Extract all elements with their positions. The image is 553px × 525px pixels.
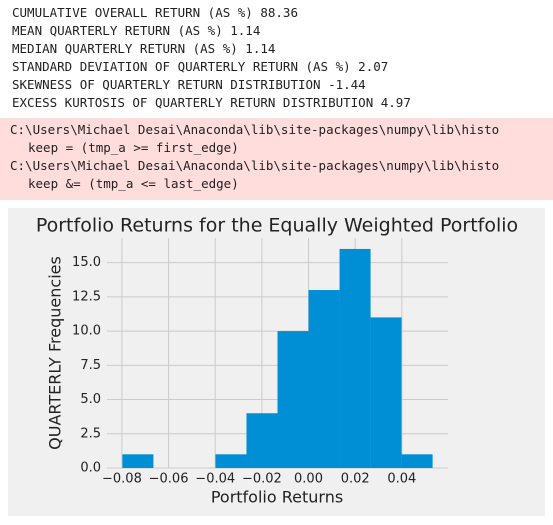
y-tick-label: 10.0 bbox=[72, 324, 101, 339]
output-text: CUMULATIVE OVERALL RETURN (AS %) 88.36 ME… bbox=[12, 4, 411, 112]
warning-line: keep &= (tmp_a <= last_edge) bbox=[28, 176, 239, 191]
bar bbox=[277, 331, 309, 468]
x-tick-label: 0.00 bbox=[294, 472, 323, 487]
x-tick-label: −0.06 bbox=[149, 472, 189, 487]
y-axis-label: QUARTERLY Frequencies bbox=[46, 256, 65, 450]
bar bbox=[370, 317, 402, 468]
output-line: MEAN QUARTERLY RETURN (AS %) 1.14 bbox=[12, 23, 261, 38]
warning-box: C:\Users\Michael Desai\Anaconda\lib\site… bbox=[0, 118, 553, 200]
output-line: CUMULATIVE OVERALL RETURN (AS %) 88.36 bbox=[12, 5, 298, 20]
y-tick-label: 15.0 bbox=[72, 255, 101, 270]
output-line: EXCESS KURTOSIS OF QUARTERLY RETURN DIST… bbox=[12, 95, 411, 110]
warning-line: keep = (tmp_a >= first_edge) bbox=[28, 140, 239, 155]
x-axis-label: Portfolio Returns bbox=[211, 488, 343, 507]
y-tick-label: 2.5 bbox=[80, 426, 101, 441]
bar bbox=[215, 454, 247, 468]
y-tick-label: 12.5 bbox=[72, 289, 101, 304]
output-line: STANDARD DEVIATION OF QUARTERLY RETURN (… bbox=[12, 59, 389, 74]
bar bbox=[401, 454, 433, 468]
x-tick-label: −0.04 bbox=[195, 472, 235, 487]
x-tick-label: 0.04 bbox=[387, 472, 416, 487]
bar bbox=[308, 290, 340, 468]
bar bbox=[339, 248, 371, 468]
output-line: MEDIAN QUARTERLY RETURN (AS %) 1.14 bbox=[12, 41, 276, 56]
y-tick-label: 7.5 bbox=[80, 358, 101, 373]
warning-line: C:\Users\Michael Desai\Anaconda\lib\site… bbox=[10, 158, 500, 173]
x-tick-label: −0.08 bbox=[102, 472, 142, 487]
output-line: SKEWNESS OF QUARTERLY RETURN DISTRIBUTIO… bbox=[12, 77, 366, 92]
chart-title: Portfolio Returns for the Equally Weight… bbox=[36, 215, 518, 237]
y-tick-label: 5.0 bbox=[80, 392, 101, 407]
warning-line: C:\Users\Michael Desai\Anaconda\lib\site… bbox=[10, 122, 500, 137]
bar bbox=[246, 413, 278, 468]
x-tick-label: 0.02 bbox=[341, 472, 370, 487]
y-tick-label: 0.0 bbox=[80, 461, 101, 476]
bar bbox=[122, 454, 154, 468]
x-tick-label: −0.02 bbox=[242, 472, 282, 487]
